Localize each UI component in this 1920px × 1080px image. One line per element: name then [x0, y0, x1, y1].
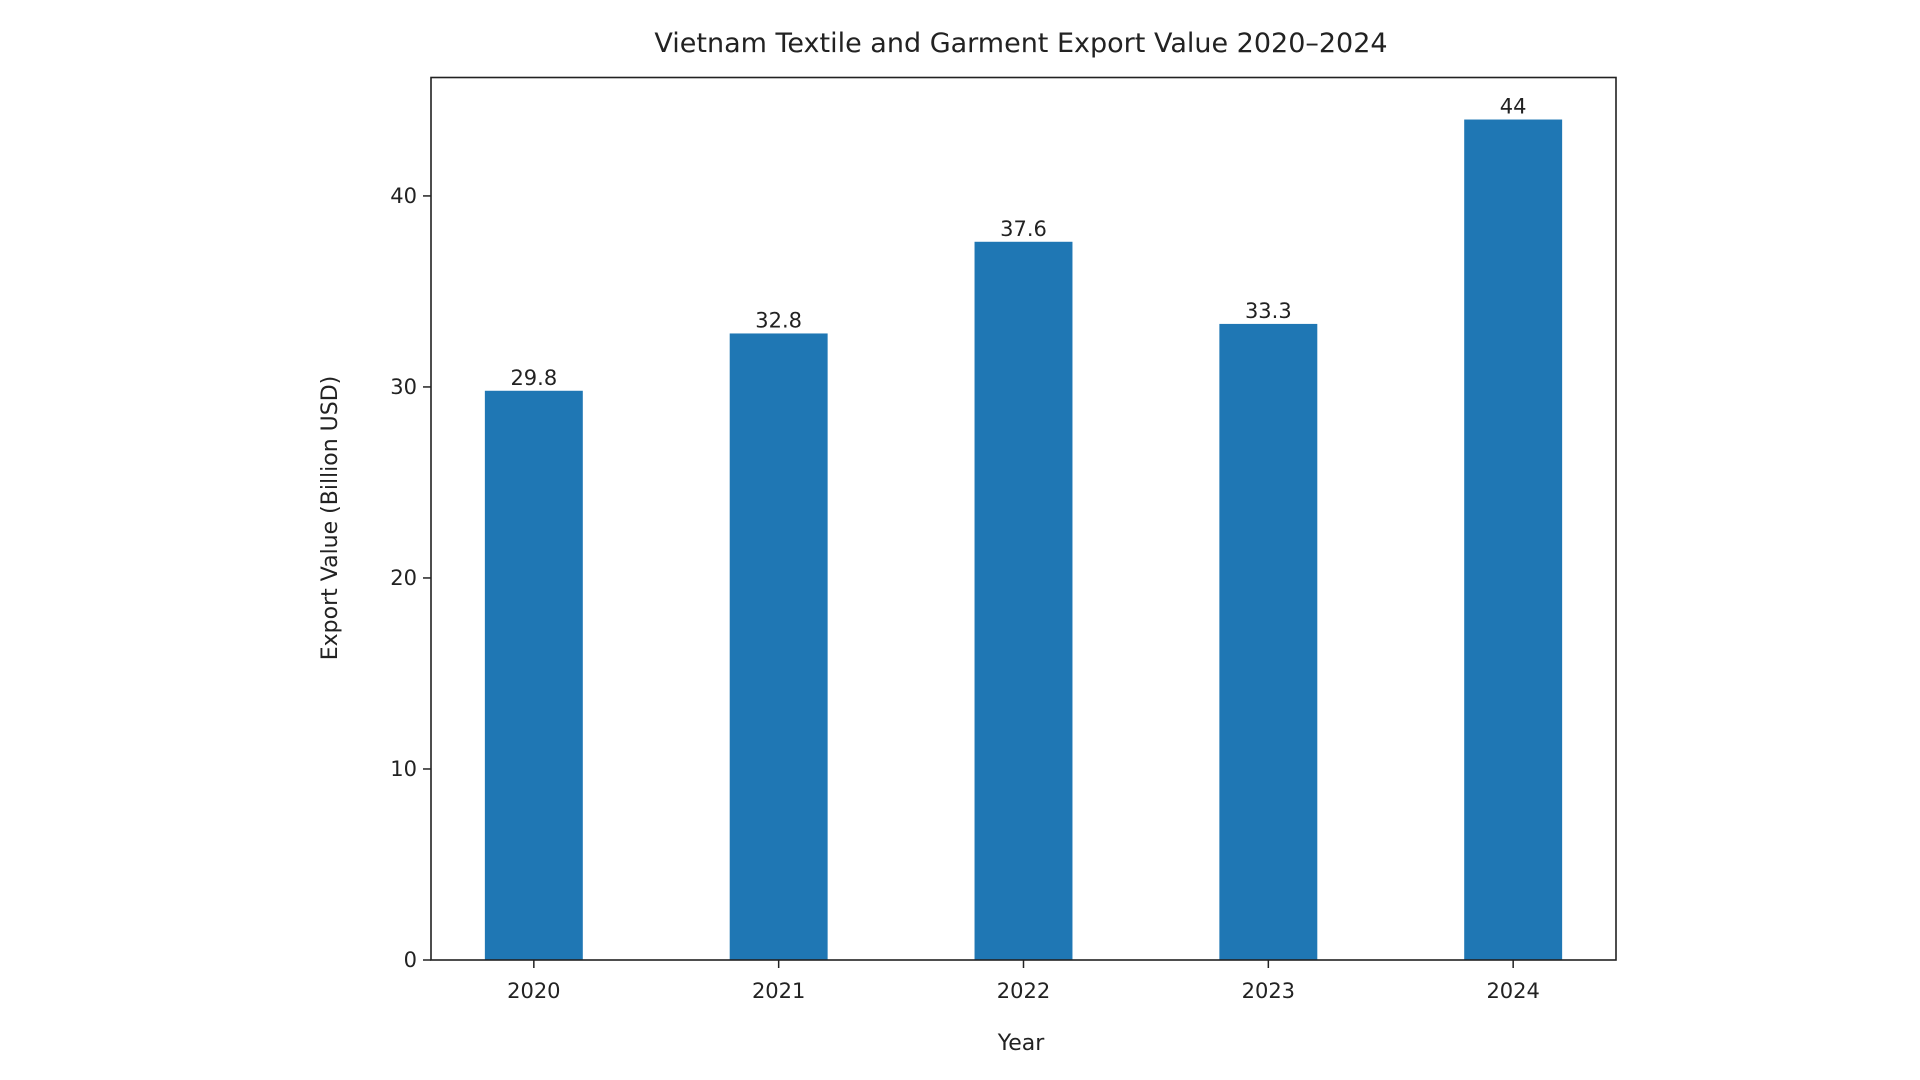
y-tick-label: 40 [390, 184, 417, 208]
bar-2020 [484, 390, 583, 960]
bar-2022 [974, 241, 1073, 960]
x-tick-label: 2024 [1486, 979, 1539, 1003]
y-tick-label: 0 [404, 948, 417, 972]
x-tick-label: 2021 [752, 979, 805, 1003]
data-label-2022: 37.6 [1000, 217, 1047, 241]
chart-title: Vietnam Textile and Garment Export Value… [654, 28, 1387, 59]
x-tick-label: 2023 [1242, 979, 1295, 1003]
data-label-2020: 29.8 [510, 366, 557, 390]
x-tick-label: 2020 [507, 979, 560, 1003]
bar-2023 [1219, 323, 1318, 960]
y-tick-label: 30 [390, 375, 417, 399]
x-tick-label: 2022 [997, 979, 1050, 1003]
plot-frame [430, 76, 1617, 961]
x-axis-label: Year [997, 1031, 1046, 1056]
data-label-2024: 44 [1500, 95, 1527, 119]
bar-2021 [729, 333, 828, 960]
y-tick-label: 10 [390, 757, 417, 781]
y-tick-label: 20 [390, 566, 417, 590]
y-axis-label: Export Value (Billion USD) [318, 376, 343, 661]
data-label-2021: 32.8 [755, 308, 802, 332]
data-label-2023: 33.3 [1245, 299, 1292, 323]
bar-2024 [1464, 119, 1563, 961]
